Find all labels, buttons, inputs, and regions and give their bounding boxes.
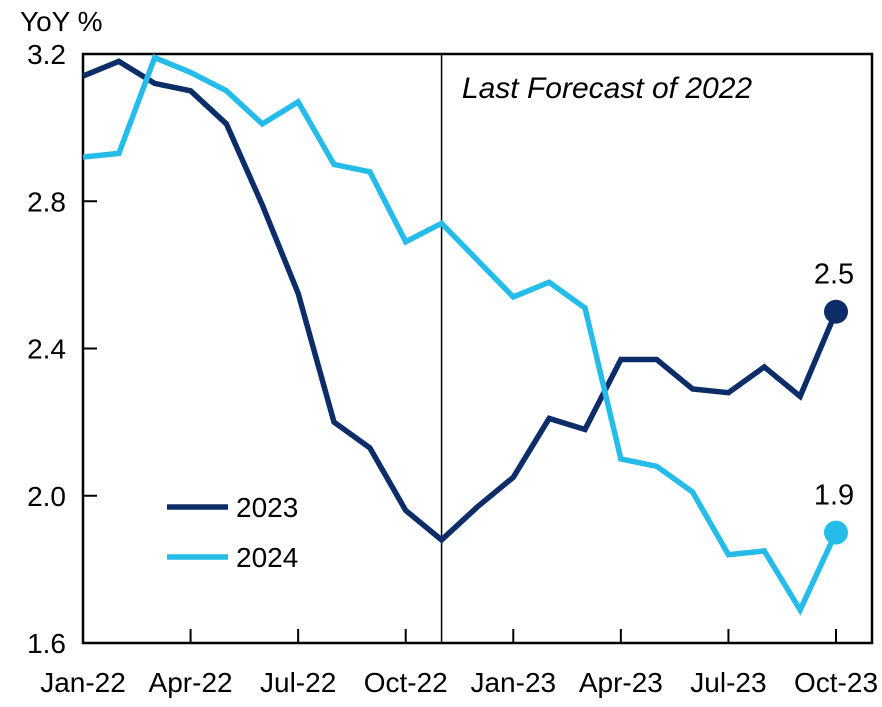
end-point-dot-2024 (824, 520, 848, 545)
series-line-2024 (82, 54, 839, 616)
y-tick-label: 3.2 (27, 39, 66, 70)
x-tick-label: Jan-23 (470, 667, 556, 698)
x-tick-label: Jan-22 (40, 667, 126, 698)
y-axis-ticks: 3.2 2.8 2.4 2.0 1.6 (27, 39, 97, 659)
x-tick-label: Apr-23 (579, 667, 663, 698)
series-line-2023 (81, 58, 839, 544)
end-value-label-2023: 2.5 (814, 259, 854, 291)
end-value-labels: 2.5 1.9 (814, 259, 854, 512)
end-point-markers (824, 299, 848, 545)
x-tick-label: Jul-23 (690, 667, 766, 698)
y-tick-label: 2.0 (27, 481, 66, 512)
legend: 2023 2024 (167, 492, 298, 573)
y-tick-label: 2.4 (27, 334, 66, 365)
end-value-label-2024: 1.9 (814, 480, 854, 512)
x-tick-label: Oct-22 (364, 667, 448, 698)
y-tick-label: 1.6 (27, 628, 66, 659)
legend-label-2023: 2023 (236, 492, 298, 523)
x-axis-ticks: Jan-22 Apr-22 Jul-22 Oct-22 Jan-23 Apr-23 Jul-… (40, 629, 878, 698)
x-tick-label: Jul-22 (260, 667, 336, 698)
annotation-last-forecast: Last Forecast of 2022 (462, 72, 752, 105)
end-point-dot-2023 (824, 299, 848, 324)
y-tick-label: 2.8 (27, 186, 66, 217)
series-lines (81, 54, 839, 616)
y-axis-title: YoY % (20, 6, 103, 37)
x-tick-label: Oct-23 (794, 667, 878, 698)
legend-label-2024: 2024 (236, 542, 298, 573)
x-tick-label: Apr-22 (149, 667, 233, 698)
